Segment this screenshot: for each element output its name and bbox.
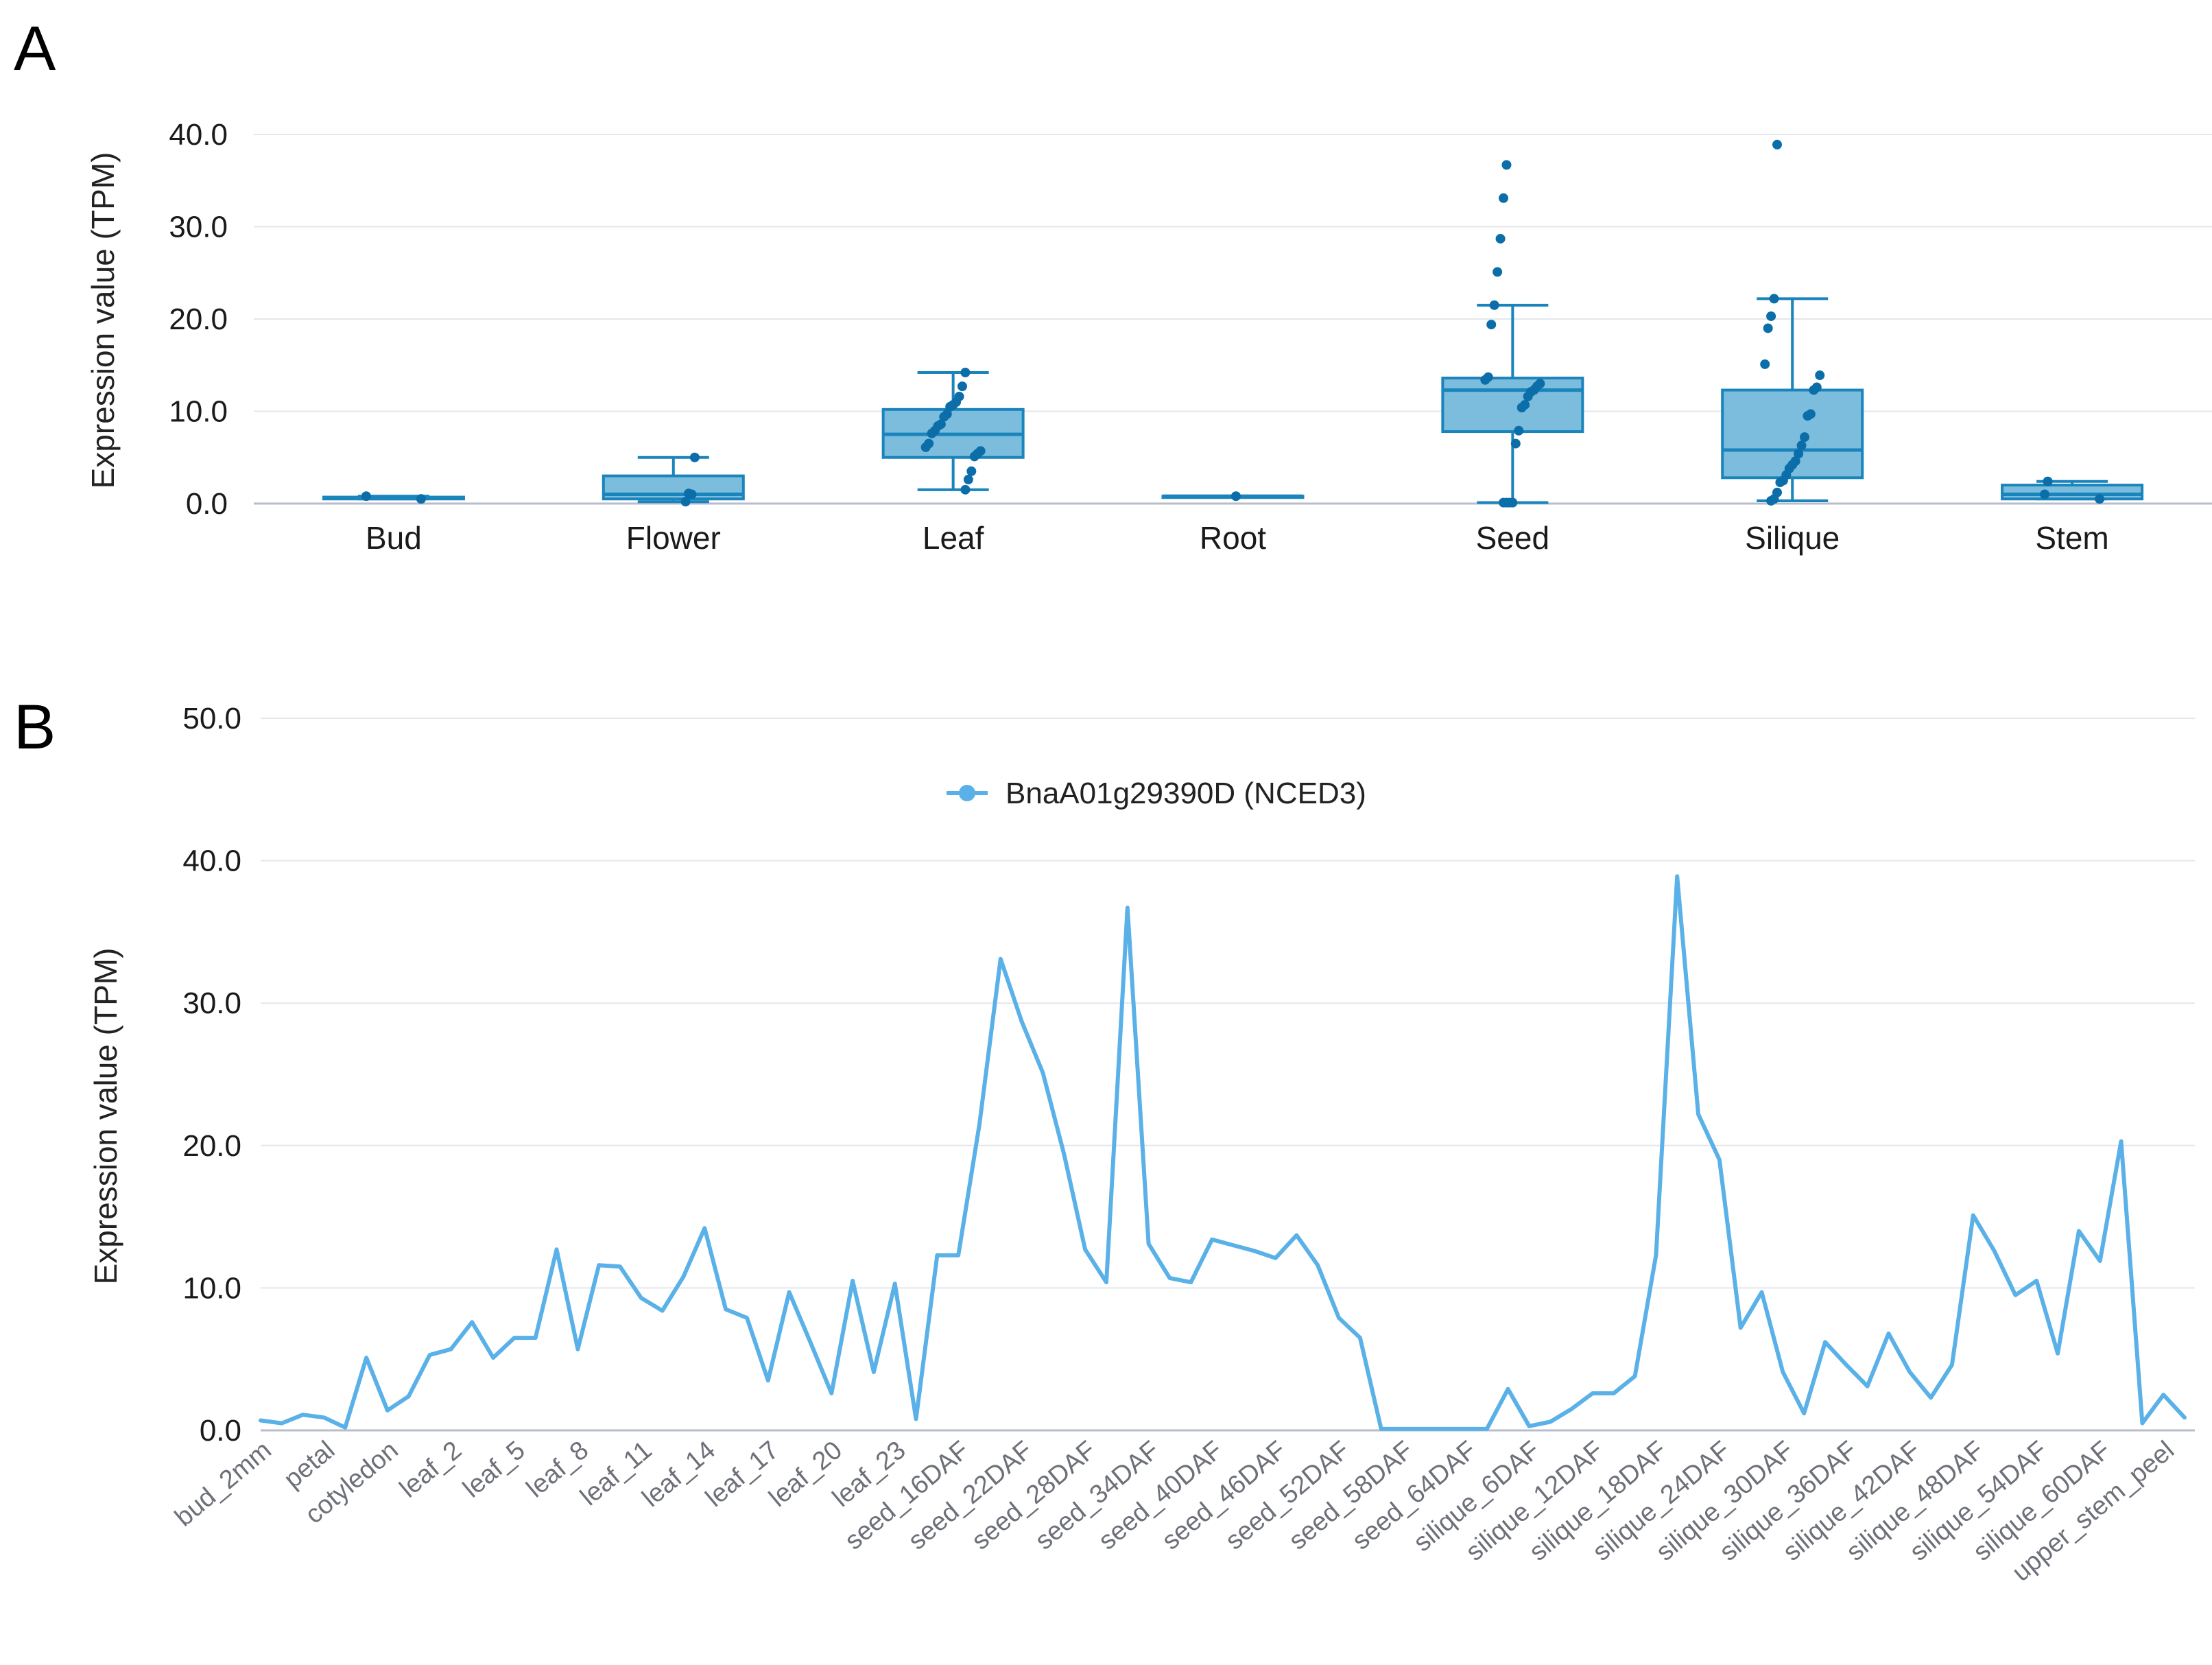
- panel-a-y-tick-label: 40.0: [169, 118, 228, 152]
- data-point-silique: [1775, 477, 1785, 488]
- panel-label-b: B: [14, 692, 56, 762]
- box-iqr: [1441, 377, 1584, 434]
- data-point-leaf: [960, 368, 971, 378]
- panel-b-x-tick-label: bud_2mm: [169, 1436, 276, 1533]
- data-point-silique: [1766, 495, 1776, 506]
- data-point-silique: [1796, 440, 1807, 451]
- data-point-seed: [1501, 160, 1512, 170]
- data-point-leaf: [969, 451, 979, 462]
- panel-a-x-category-label: Stem: [2035, 520, 2108, 556]
- data-point-leaf: [939, 412, 949, 422]
- data-point-silique: [1809, 385, 1819, 395]
- box-iqr: [2001, 484, 2144, 501]
- panel-a-y-tick-label: 10.0: [169, 395, 228, 429]
- box-bud: [322, 495, 465, 501]
- box-flower: [602, 456, 745, 504]
- legend[interactable]: BnaA01g29390D (NCED3): [947, 777, 1366, 810]
- panel-label-a: A: [14, 14, 56, 84]
- data-point-seed: [1480, 375, 1490, 385]
- data-point-silique: [1799, 432, 1809, 442]
- data-point-stem: [2040, 489, 2050, 499]
- panel-a-y-tick-label: 30.0: [169, 211, 228, 244]
- panel-a-x-category-label: Bud: [366, 520, 422, 556]
- panel-b-y-tick-label: 30.0: [182, 987, 241, 1020]
- box-seed: [1441, 303, 1584, 504]
- data-point-leaf: [963, 475, 973, 485]
- panel-a-x-category-label: Silique: [1745, 520, 1840, 556]
- data-point-leaf: [960, 484, 971, 495]
- data-point-seed: [1510, 438, 1521, 449]
- data-point-leaf: [927, 428, 937, 438]
- panel-a-x-category-label: Leaf: [923, 520, 984, 556]
- data-point-bud: [361, 491, 371, 501]
- panel-b-linechart: B Expression value (TPM) 0.0 10.0 20.0 30.0…: [14, 692, 2195, 1587]
- data-point-seed: [1517, 403, 1527, 413]
- legend-dot-marker: [959, 785, 975, 801]
- data-point-bud: [416, 494, 426, 504]
- data-point-flower: [689, 452, 700, 462]
- data-point-stem: [2095, 494, 2105, 504]
- data-point-seed: [1499, 193, 1509, 203]
- data-point-leaf: [957, 381, 967, 392]
- panel-b-y-tick-label: 0.0: [200, 1414, 241, 1448]
- data-point-seed: [1489, 300, 1499, 310]
- panel-b-y-tick-label: 40.0: [182, 845, 241, 878]
- data-point-seed: [1523, 391, 1533, 401]
- panel-b-y-tick-label: 20.0: [182, 1129, 241, 1163]
- data-point-seed: [1499, 497, 1509, 508]
- box-leaf: [881, 371, 1025, 491]
- panel-a-x-category-label: Seed: [1476, 520, 1549, 556]
- legend-label: BnaA01g29390D (NCED3): [1006, 777, 1366, 810]
- panel-b-x-tick-label: leaf_2: [394, 1436, 467, 1504]
- data-point-silique: [1763, 323, 1773, 333]
- panel-b-y-tick-label: 10.0: [182, 1271, 241, 1305]
- data-point-seed: [1486, 320, 1497, 330]
- data-point-leaf: [920, 442, 931, 452]
- data-point-silique: [1794, 449, 1804, 459]
- data-point-flower: [680, 497, 691, 507]
- data-point-seed: [1495, 233, 1506, 244]
- panel-a-y-tick-label: 0.0: [186, 487, 228, 521]
- data-point-silique: [1769, 294, 1779, 304]
- panel-a-boxplot: A Expression value (TPM) 0.0 10.0 20.0 30.0…: [14, 14, 2212, 556]
- data-point-flower: [684, 488, 694, 499]
- panel-a-x-category-label: Root: [1200, 520, 1266, 556]
- data-point-stem: [2043, 476, 2053, 486]
- panel-a-y-axis-title: Expression value (TPM): [85, 152, 121, 489]
- data-point-silique: [1772, 139, 1782, 150]
- panel-b-y-tick-label: 50.0: [182, 702, 241, 735]
- data-point-silique: [1766, 311, 1776, 321]
- data-point-root: [1230, 491, 1241, 501]
- data-point-seed: [1492, 267, 1503, 277]
- box-stem: [2001, 480, 2144, 501]
- data-point-silique: [1815, 370, 1825, 381]
- data-point-seed: [1514, 425, 1524, 436]
- panel-b-x-tick-label: leaf_5: [457, 1436, 530, 1504]
- data-point-silique: [1760, 359, 1770, 369]
- data-point-leaf: [966, 466, 977, 476]
- panel-a-x-category-label: Flower: [626, 520, 721, 556]
- data-point-leaf: [945, 401, 955, 412]
- data-point-silique: [1803, 411, 1813, 421]
- series-line-nced3: [259, 874, 2187, 1431]
- panel-a-y-tick-label: 20.0: [169, 303, 228, 336]
- panel-b-y-axis-title: Expression value (TPM): [88, 948, 123, 1285]
